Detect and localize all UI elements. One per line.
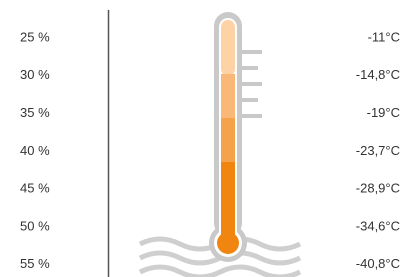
temperature-label: -14,8°C	[356, 67, 400, 82]
percent-label: 45 %	[20, 181, 50, 196]
temperature-label: -23,7°C	[356, 143, 400, 158]
temperature-label: -19°C	[367, 105, 400, 120]
thermometer	[209, 12, 262, 262]
temperature-label: -40,8°C	[356, 256, 400, 271]
temperature-label: -34,6°C	[356, 218, 400, 233]
page: 25 % -11°C 30 % -14,8°C 35 % -19°C 40 % -23,7°C…	[0, 0, 415, 277]
percent-label: 55 %	[20, 256, 50, 271]
infographic: 25 % -11°C 30 % -14,8°C 35 % -19°C 40 % -23,7°C…	[0, 0, 415, 277]
percent-label: 35 %	[20, 105, 50, 120]
temperature-label: -28,9°C	[356, 181, 400, 196]
percent-label: 50 %	[20, 218, 50, 233]
temperature-label: -11°C	[368, 29, 400, 44]
percent-label: 40 %	[20, 143, 50, 158]
percent-label: 30 %	[20, 67, 50, 82]
percent-label: 25 %	[20, 29, 50, 44]
